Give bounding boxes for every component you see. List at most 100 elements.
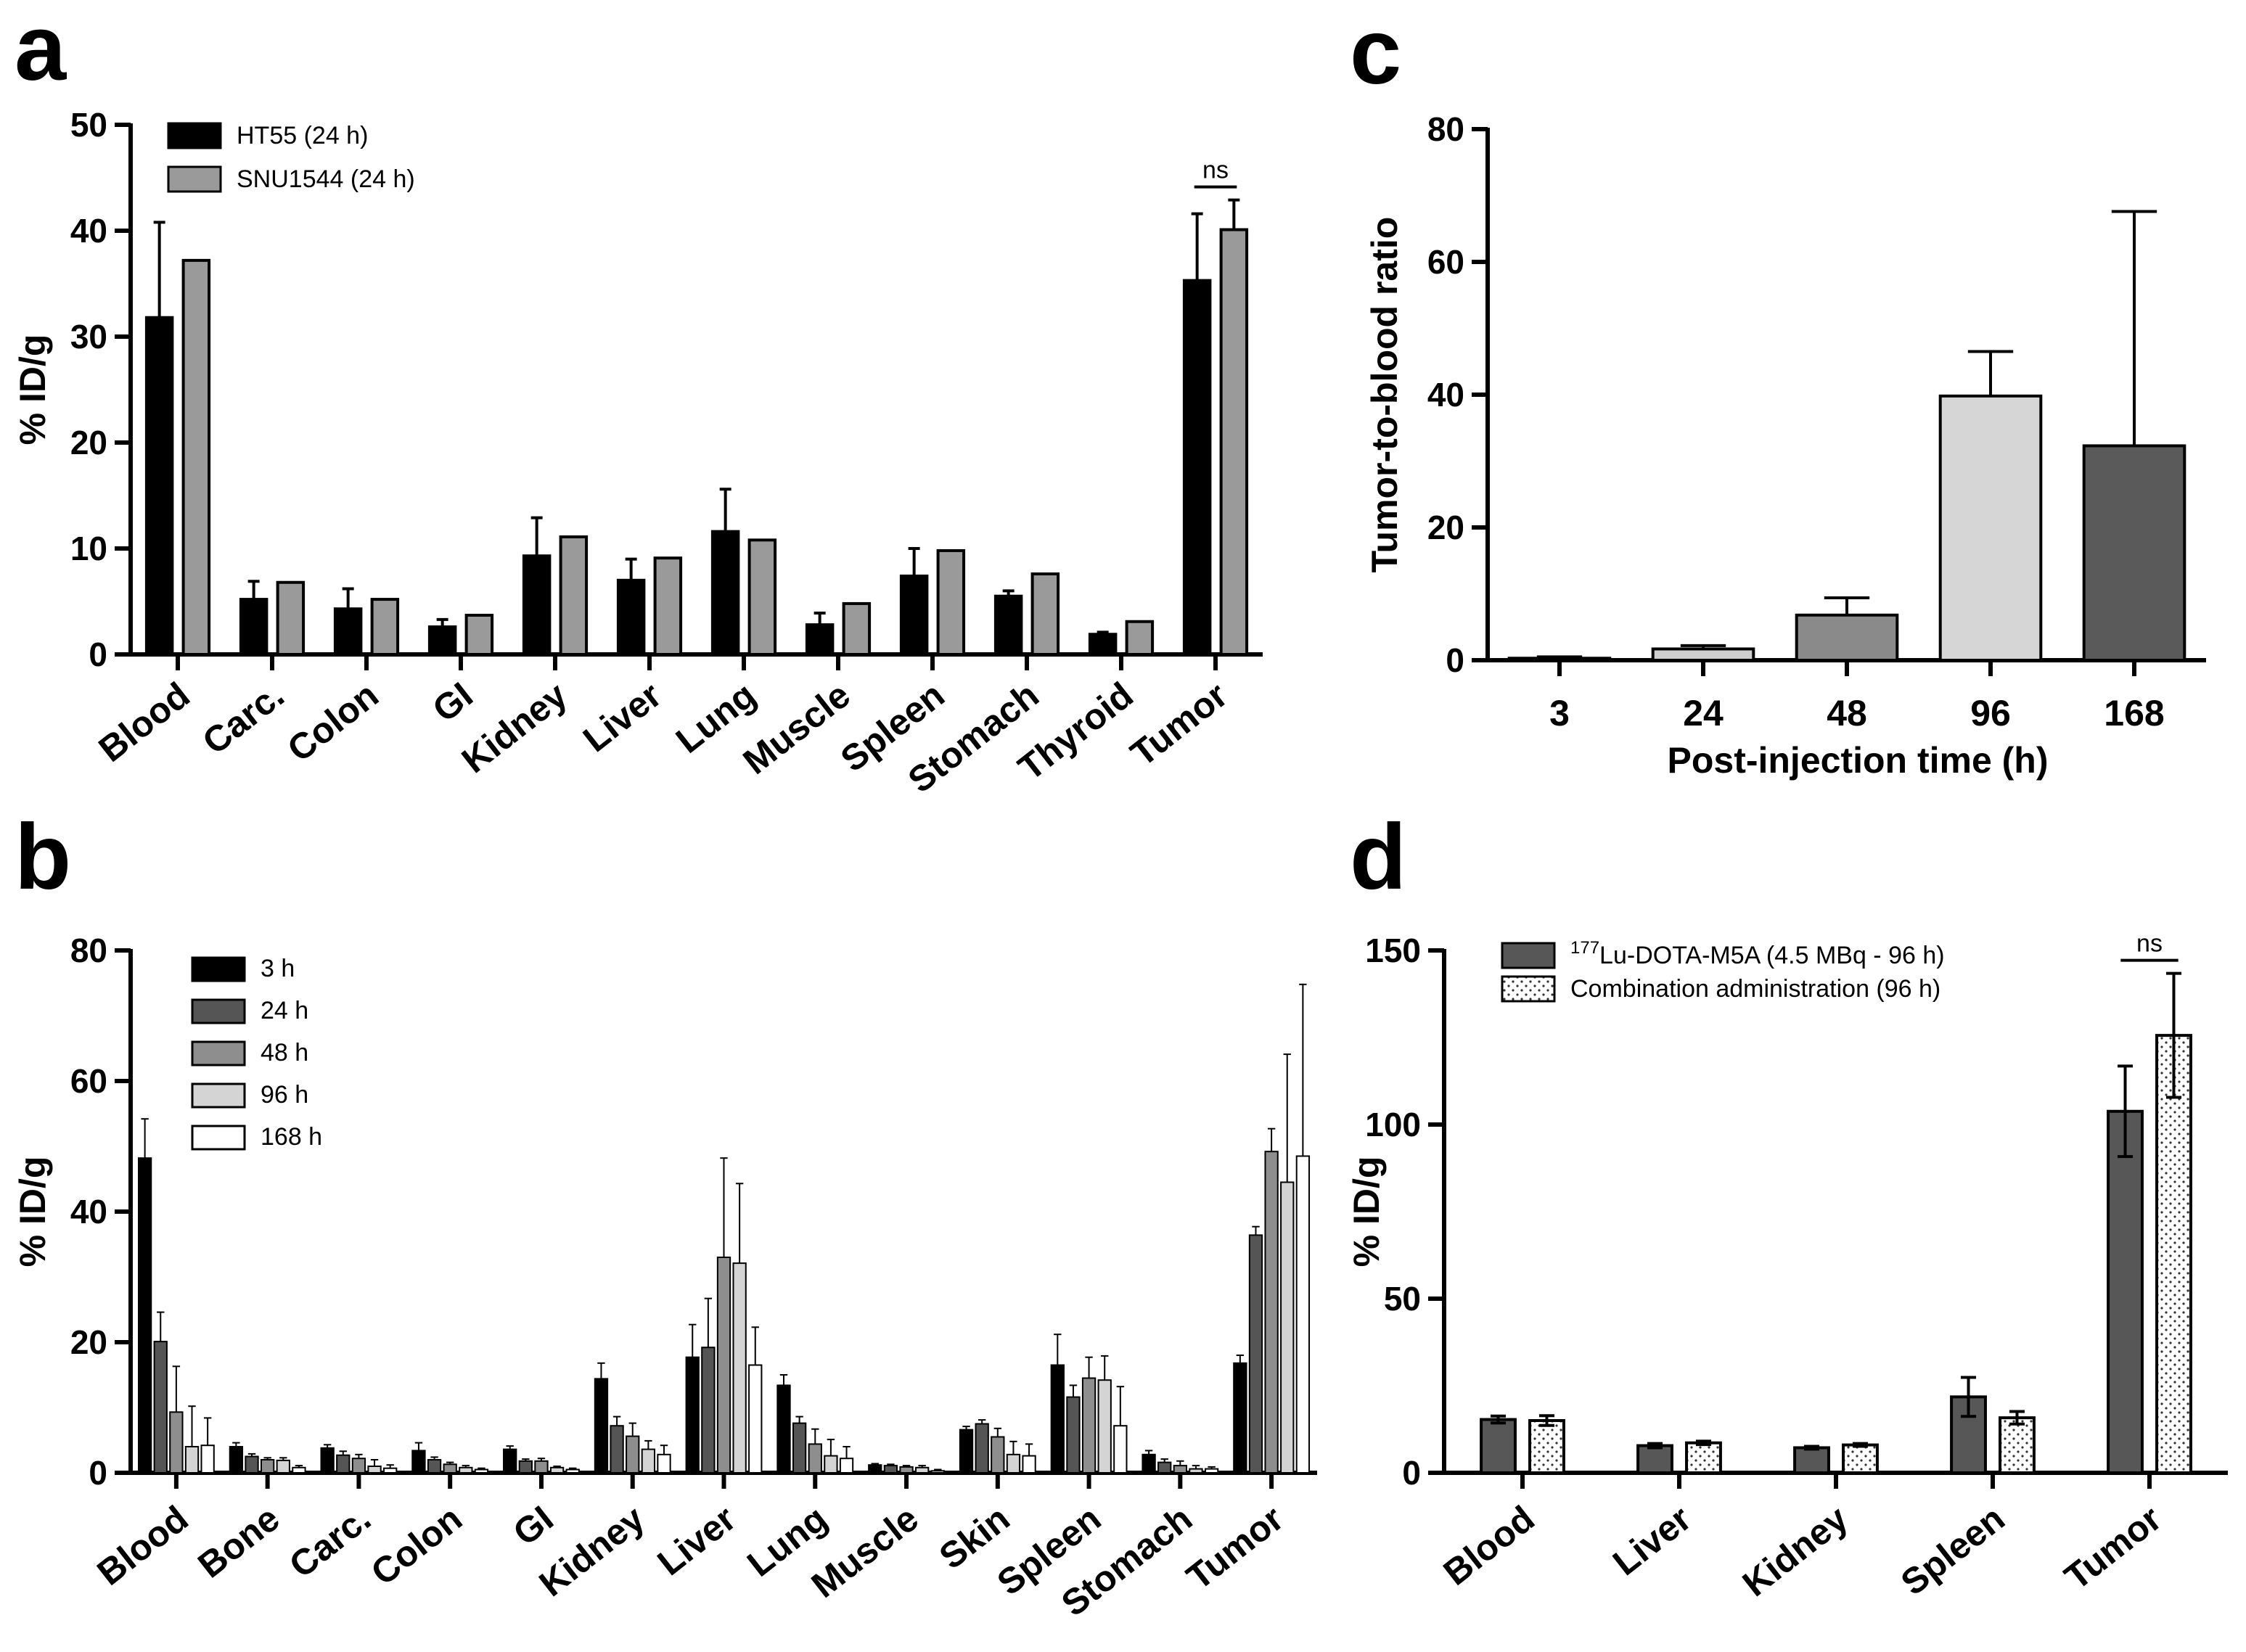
legend-swatch-24-h <box>191 998 246 1024</box>
bar-48-h-muscle <box>899 1466 914 1474</box>
category-label-spleen: Spleen <box>1893 1498 2012 1603</box>
y-tick-label: 0 <box>1402 1454 1421 1492</box>
y-tick-label: 0 <box>89 1454 107 1492</box>
bar-3-h-tumor <box>1233 1362 1247 1474</box>
bar-96-h-kidney <box>641 1448 656 1474</box>
bar-3-h-stomach <box>1142 1453 1156 1474</box>
bar-96-h-lung <box>824 1455 838 1474</box>
y-tick-label: 20 <box>70 424 107 461</box>
category-label-liver: Liver <box>575 675 669 760</box>
category-label-kidney: Kidney <box>454 674 575 781</box>
bar-96-h-carc <box>367 1466 382 1474</box>
bar-values-96 <box>1938 394 2043 662</box>
bar-combination-administration-96-h-liver <box>1685 1441 1722 1474</box>
bar-3-h-lung <box>776 1384 791 1474</box>
category-label-colon: Colon <box>280 675 386 770</box>
category-label-bone: Bone <box>190 1498 287 1586</box>
y-tick-label: 40 <box>70 212 107 250</box>
legend-label-lu-dota-m5a-4-5-mbq-96-h: 177Lu-DOTA-M5A (4.5 MBq - 96 h) <box>1570 938 1945 969</box>
category-label-tumor: Tumor <box>2057 1498 2169 1598</box>
bar-168-h-lung <box>839 1458 854 1474</box>
bar-3-h-blood <box>137 1157 152 1474</box>
y-axis-label: % ID/g <box>12 334 53 445</box>
x-tick-label-3: 3 <box>1549 693 1570 733</box>
bar-ht55-24-h-spleen <box>899 574 929 657</box>
category-label-gi: GI <box>425 675 480 731</box>
bar-ht55-24-h-lung <box>710 530 740 657</box>
bar-48-h-stomach <box>1173 1465 1187 1474</box>
category-label-carc: Carc. <box>282 1498 378 1586</box>
category-label-blood: Blood <box>90 1498 196 1593</box>
bar-lu-dota-m5a-4-5-mbq-96-h-blood <box>1480 1418 1517 1475</box>
bar-24-h-gi <box>518 1460 533 1474</box>
y-tick-label: 60 <box>1427 243 1464 281</box>
legend-swatch-combination-administration-96-h <box>1501 975 1556 1003</box>
y-tick-label: 80 <box>70 932 107 969</box>
bar-48-h-spleen <box>1081 1377 1097 1474</box>
legend-swatch-lu-dota-m5a-4-5-mbq-96-h <box>1501 942 1556 969</box>
y-tick-label: 20 <box>1427 509 1464 546</box>
bar-combination-administration-96-h-kidney <box>1842 1443 1879 1474</box>
bar-snu1544-24-h-carc <box>276 580 306 656</box>
bar-24-h-bone <box>245 1455 259 1474</box>
y-tick-label: 50 <box>1384 1280 1421 1318</box>
bar-168-h-spleen <box>1113 1425 1128 1474</box>
legend-label-text: Lu-DOTA-M5A (4.5 MBq - 96 h) <box>1599 942 1945 969</box>
category-label-liver: Liver <box>650 1498 744 1584</box>
panel-label-b: b <box>15 805 71 909</box>
x-tick-label-48: 48 <box>1827 693 1867 733</box>
bar-values-48 <box>1795 613 1899 662</box>
legend-label-24-h: 24 h <box>261 997 308 1024</box>
bar-168-h-stomach <box>1204 1468 1219 1474</box>
y-tick-label: 60 <box>70 1062 107 1100</box>
bar-96-h-gi <box>549 1466 565 1474</box>
category-label-kidney: Kidney <box>1735 1497 1856 1604</box>
bar-3-h-kidney <box>594 1378 609 1474</box>
bar-3-h-carc <box>320 1447 335 1474</box>
bar-48-h-liver <box>716 1257 731 1474</box>
bar-48-h-bone <box>261 1459 275 1474</box>
bar-168-h-liver <box>748 1364 763 1474</box>
y-tick-label: 50 <box>70 106 107 144</box>
bar-snu1544-24-h-spleen <box>936 548 966 656</box>
legend-label-combination-administration-96-h: Combination administration (96 h) <box>1570 975 1940 1003</box>
legend-label-ht55-24-h: HT55 (24 h) <box>237 122 368 149</box>
bar-24-h-spleen <box>1066 1396 1081 1474</box>
bar-168-h-muscle <box>930 1470 945 1474</box>
category-label-colon: Colon <box>364 1498 470 1593</box>
x-axis-label: Post-injection time (h) <box>1668 740 2049 781</box>
legend-swatch-168-h <box>191 1125 246 1151</box>
bar-values-24 <box>1651 647 1755 662</box>
category-label-blood: Blood <box>1436 1498 1542 1593</box>
legend-swatch-3-h <box>191 956 246 982</box>
legend-swatch-snu1544-24-h <box>167 165 222 193</box>
bar-lu-dota-m5a-4-5-mbq-96-h-liver <box>1636 1444 1673 1475</box>
bar-24-h-muscle <box>883 1465 898 1474</box>
bar-96-h-muscle <box>915 1466 930 1474</box>
bar-168-h-bone <box>292 1466 306 1474</box>
bar-ht55-24-h-liver <box>616 578 646 656</box>
bar-3-h-bone <box>229 1446 244 1474</box>
legend-swatch-ht55-24-h <box>167 122 222 149</box>
legend-label-168-h: 168 h <box>261 1123 322 1151</box>
bar-24-h-blood <box>153 1341 168 1474</box>
y-tick-label: 40 <box>70 1193 107 1230</box>
legend-label-superscript: 177 <box>1570 938 1599 958</box>
y-tick-label: 30 <box>70 318 107 356</box>
bar-24-h-colon <box>427 1459 442 1474</box>
bar-ht55-24-h-colon <box>333 607 363 656</box>
legend-swatch-48-h <box>191 1040 246 1067</box>
bar-3-h-colon <box>411 1450 426 1474</box>
category-label-gi: GI <box>506 1498 561 1554</box>
bar-168-h-skin <box>1022 1455 1036 1474</box>
bar-values-168 <box>2082 444 2186 662</box>
bar-96-h-spleen <box>1097 1379 1112 1474</box>
y-tick-label: 10 <box>70 530 107 567</box>
y-tick-label: 150 <box>1365 932 1421 969</box>
panel-label-d: d <box>1350 805 1406 909</box>
bar-96-h-bone <box>276 1459 290 1474</box>
bar-96-h-blood <box>184 1446 200 1474</box>
bar-ht55-24-h-blood <box>144 316 174 656</box>
